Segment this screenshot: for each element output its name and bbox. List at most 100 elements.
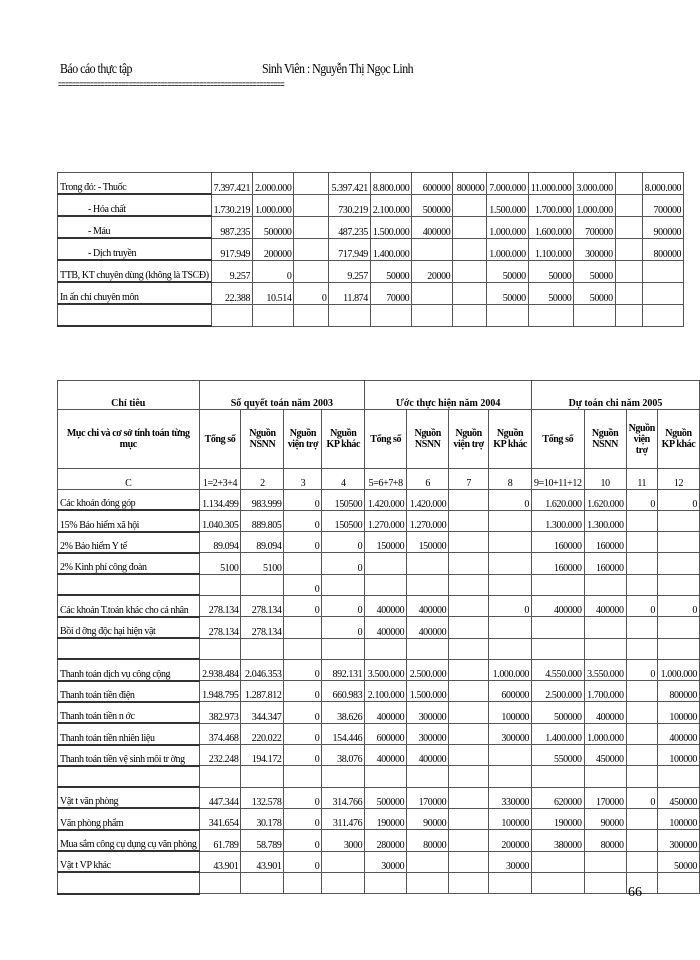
value-cell: 1.620.000 [531,489,585,511]
value-cell: 500000 [411,193,454,217]
value-cell-text: 50000 [548,270,572,282]
value-cell: 400000 [406,594,450,618]
value-cell [240,573,285,596]
value-cell: 89.094 [198,531,242,554]
row-label: Thanh toán tiền n ớc [57,701,200,725]
table-row: 2% Kinh phí công đoàn 5100 5100 0 160000 1600… [57,552,700,576]
value-cell: 0 [252,259,295,283]
value-cell-text: 400000 [418,626,447,638]
column-header-text: Nguồn KP khác [326,428,361,450]
value-cell-text: 1.134.499 [202,498,239,510]
value-cell [283,552,323,575]
value-cell: 400000 [364,594,408,618]
value-cell-text: 30000 [506,860,530,872]
table-row [57,871,700,895]
value-cell-text: 1.700.000 [534,204,572,216]
value-cell: 50000 [573,259,616,283]
value-cell: 983.999 [240,489,285,511]
value-cell-text: 50000 [589,270,613,282]
value-cell: 132.578 [240,786,285,809]
value-cell: 0 [321,531,366,554]
value-cell: 0 [321,594,366,618]
column-code-text: 8 [507,478,513,489]
value-cell [583,850,627,873]
value-cell: 7.000.000 [486,172,529,195]
row-label: Văn phòng phẩm [57,807,200,831]
value-cell-text: 382.973 [208,711,239,723]
value-cell-text: 3000 [343,839,363,851]
value-cell [656,637,700,660]
value-cell: 50000 [656,850,700,873]
column-header-text: Tổng số [204,433,236,445]
value-cell: 400000 [364,744,408,767]
value-cell-text: 1.000.000 [587,733,624,745]
value-cell [452,281,488,305]
row-label-text: Vật t văn phòng [60,796,119,808]
value-cell-text: 194.172 [251,754,282,766]
value-cell [452,215,488,239]
value-cell: 0 [625,786,658,809]
column-header-text: Nguồn NSNN [591,428,619,450]
value-cell [406,871,450,895]
value-cell-text: 0 [357,562,363,574]
value-cell: 2.938.484 [198,658,242,682]
value-cell [656,552,700,575]
value-cell [448,573,490,596]
row-label: - Máu [57,215,212,239]
value-cell: 0 [283,680,323,703]
value-cell: 3.000.000 [573,172,616,195]
row-label: 2% Bảo hiểm Y tế [57,531,200,554]
header-2005: Dự toán chi năm 2005 [531,380,700,410]
value-cell-text: 1.600.000 [534,226,572,238]
value-cell: 220.022 [240,722,285,746]
row-label: Thanh toán tiền điện [57,680,200,703]
value-cell-text: 0 [650,605,655,617]
value-cell: 450000 [583,744,627,767]
value-cell: 0 [283,807,323,831]
value-cell-text: 100000 [501,818,530,830]
value-cell-text: 5.397.421 [331,182,368,194]
table-row: 0 [57,573,700,597]
value-cell: 300000 [488,722,533,746]
value-cell: 190000 [531,807,585,831]
value-cell [406,552,450,575]
row-label-text: Trong đó: - Thuốc [60,182,127,193]
value-cell-text: 280000 [376,839,405,851]
value-cell [531,616,585,639]
value-cell [364,765,408,788]
value-cell-text: 341.654 [208,818,239,830]
value-cell: 278.134 [240,616,285,639]
value-cell: 0 [283,531,323,554]
value-cell-text: 89.094 [256,541,282,553]
value-cell-text: 150000 [418,541,447,553]
value-cell [406,850,450,873]
value-cell: 150000 [406,531,450,554]
value-cell: 300000 [656,829,700,852]
value-cell-text: 232.248 [208,754,239,766]
value-cell-text: 330000 [501,796,530,808]
row-label [57,637,200,661]
value-cell [656,765,700,788]
value-cell: 160000 [531,552,585,575]
table-row: TTB, KT chuyên dùng (không là TSCĐ) 9.257… [57,259,685,283]
value-cell: 600000 [411,172,454,195]
value-cell [240,871,285,895]
value-cell: 150500 [321,489,366,511]
column-header: Nguồn NSNN [406,409,450,469]
value-cell: 278.134 [240,594,285,618]
value-cell-text: 278.134 [251,605,282,617]
value-cell-text: 80000 [423,839,447,851]
value-cell: 90000 [583,807,627,831]
value-cell-text: 170000 [595,796,624,808]
value-cell-text: 9.257 [229,270,251,282]
table-row: Thanh toán tiền điện 1.948.795 1.287.812 0 6… [57,680,700,703]
value-cell [321,637,366,660]
value-cell: 300000 [406,701,450,724]
value-cell-text: 0 [314,520,320,532]
value-cell-text: 1.000.000 [492,669,530,681]
value-cell-text: 22.388 [224,292,251,304]
value-cell-text: 5100 [220,562,239,574]
table-row: Vật t văn phòng 447.344 132.578 0 314.766 500… [57,786,700,810]
value-cell [411,281,454,305]
value-cell: 50000 [527,259,575,283]
